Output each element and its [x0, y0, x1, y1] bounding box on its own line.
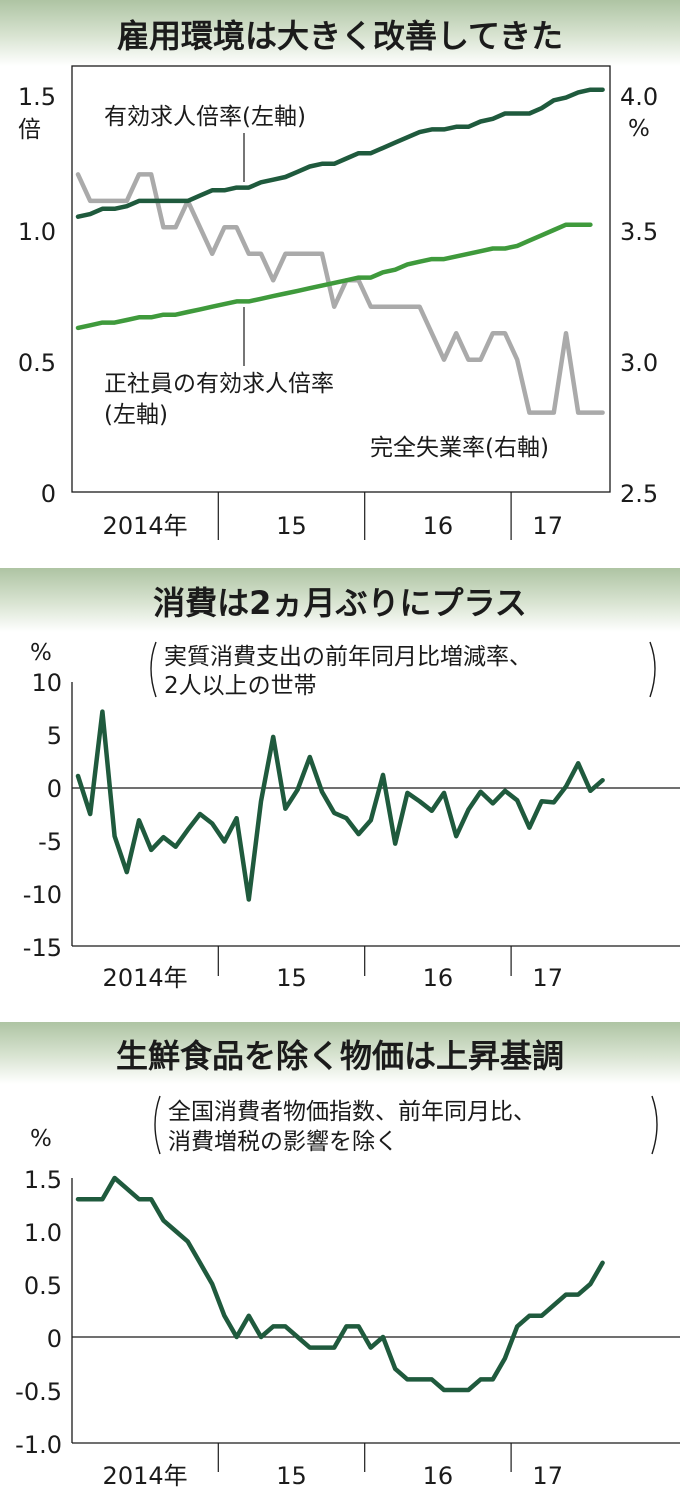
panel2-ytick-4: -5 [38, 828, 62, 856]
panel3-note-line1: 全国消費者物価指数、前年同月比、 [168, 1099, 536, 1125]
panel2-note-bracket-left [151, 642, 156, 697]
panel3-note-bracket-right [652, 1096, 657, 1154]
panel-consumption: 消費は2ヵ月ぶりにプラス % 実質消費支出の前年同月比増減率、 2人以上の世帯 … [0, 568, 680, 992]
panel1-xtick-label: 2014年 [103, 512, 188, 540]
panel1-left-unit: 倍 [18, 117, 41, 143]
panel2-x-axis: 2014年 15 16 17 [72, 946, 680, 992]
panel2-xtick-label: 17 [532, 964, 563, 992]
panel1-ytick-right-4: 2.5 [620, 480, 658, 508]
panel3-series-layer [78, 1178, 603, 1390]
panel2-ytick-5: -10 [23, 881, 62, 909]
panel3-xtick-label: 15 [276, 1462, 307, 1490]
panel3-xtick-label: 16 [423, 1462, 454, 1490]
panel3-xtick-label: 2014年 [103, 1462, 188, 1490]
panel2-ytick-3: 0 [47, 775, 62, 803]
panel1-label-jobs-ratio: 有効求人倍率(左軸) [104, 104, 306, 130]
panel1-ytick-left-3: 0.5 [18, 349, 56, 377]
panel3-ytick-5: -0.5 [15, 1378, 62, 1406]
panel3-series-cpi [78, 1178, 603, 1390]
panel-cpi: 生鮮食品を除く物価は上昇基調 % 全国消費者物価指数、前年同月比、 消費増税の影… [0, 1022, 680, 1490]
panel1-x-axis: 2014年 15 16 17 [103, 492, 563, 540]
panel2-ytick-6: -15 [23, 934, 62, 962]
panel2-xtick-label: 2014年 [103, 964, 188, 992]
panel3-note-line2: 消費増税の影響を除く [168, 1129, 398, 1155]
panel2-note-line2: 2人以上の世帯 [164, 673, 317, 699]
panel2-ytick-1: 10 [31, 669, 62, 697]
panel1-xtick-label: 17 [532, 512, 563, 540]
panel3-xtick-label: 17 [532, 1462, 563, 1490]
panel2-note-bracket-right [650, 642, 655, 697]
panel2-xtick-label: 15 [276, 964, 307, 992]
panel1-label-regular-ratio-line2: (左軸) [104, 402, 168, 428]
panel1-xtick-label: 15 [276, 512, 307, 540]
panel1-label-unemployment: 完全失業率(右軸) [370, 435, 549, 461]
panel3-ytick-1: 1.5 [24, 1166, 62, 1194]
panel2-ytick-2: 5 [47, 722, 62, 750]
panel1-ytick-left-1: 1.5 [18, 83, 56, 111]
panel-employment: 雇用環境は大きく改善してきた 1.5 1.0 0.5 0 倍 4.0 3.5 3… [0, 0, 680, 540]
panel1-ytick-right-1: 4.0 [620, 83, 658, 111]
panel1-ytick-left-4: 0 [41, 480, 56, 508]
panel1-series-regular-ratio [78, 225, 590, 328]
panel1-xtick-label: 16 [423, 512, 454, 540]
panel3-ytick-3: 0.5 [24, 1272, 62, 1300]
panel3-title: 生鮮食品を除く物価は上昇基調 [116, 1037, 564, 1075]
panel2-note-line1: 実質消費支出の前年同月比増減率、 [164, 644, 532, 670]
panel3-note-bracket-left [155, 1096, 160, 1154]
panel2-y-unit: % [30, 640, 52, 666]
panel1-title: 雇用環境は大きく改善してきた [117, 17, 563, 55]
panel2-title: 消費は2ヵ月ぶりにプラス [153, 584, 527, 622]
panel3-ytick-2: 1.0 [24, 1219, 62, 1247]
panel1-right-unit: % [628, 116, 650, 142]
panel2-series-consumption [78, 712, 603, 900]
panel1-label-regular-ratio-line1: 正社員の有効求人倍率 [104, 371, 334, 397]
panel2-xtick-label: 16 [423, 964, 454, 992]
panel3-y-unit: % [30, 1126, 52, 1152]
panel3-ytick-4: 0 [47, 1325, 62, 1353]
panel1-ytick-right-2: 3.5 [620, 218, 658, 246]
panel1-ytick-left-2: 1.0 [18, 218, 56, 246]
panel2-series-layer [78, 712, 603, 900]
panel1-ytick-right-3: 3.0 [620, 349, 658, 377]
panel3-ytick-6: -1.0 [15, 1431, 62, 1459]
panel3-x-axis: 2014年 15 16 17 [72, 1443, 680, 1490]
panel1-series-layer [78, 90, 603, 413]
